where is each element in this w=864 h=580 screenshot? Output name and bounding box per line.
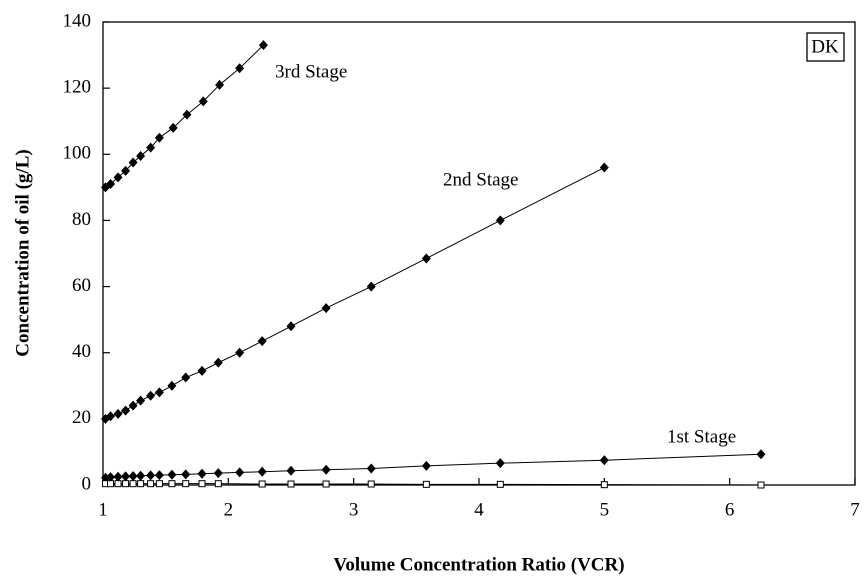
diamond-marker bbox=[181, 469, 191, 480]
diamond-marker bbox=[168, 122, 178, 133]
diamond-marker bbox=[198, 96, 208, 107]
square-marker bbox=[757, 481, 765, 489]
diamond-marker bbox=[495, 458, 505, 469]
diamond-marker bbox=[235, 347, 245, 358]
annotation: DK bbox=[811, 36, 839, 57]
diamond-marker bbox=[235, 467, 245, 478]
y-tick-label: 40 bbox=[72, 341, 91, 362]
square-marker bbox=[600, 481, 608, 489]
diamond-marker bbox=[257, 336, 267, 347]
diamond-marker bbox=[599, 162, 609, 173]
diamond-marker bbox=[113, 471, 123, 482]
diamond-marker bbox=[136, 470, 146, 481]
diamond-marker bbox=[197, 468, 207, 479]
y-tick-label: 140 bbox=[63, 10, 92, 31]
diamond-marker bbox=[167, 380, 177, 391]
diamond-marker bbox=[146, 142, 156, 153]
diamond-marker bbox=[121, 165, 131, 176]
square-marker bbox=[155, 480, 163, 488]
series-label: 2nd Stage bbox=[443, 169, 518, 190]
y-tick-label: 80 bbox=[72, 209, 91, 230]
diamond-marker bbox=[128, 157, 138, 168]
square-marker bbox=[287, 480, 295, 488]
diamond-marker bbox=[286, 465, 296, 476]
diamond-marker bbox=[154, 132, 164, 143]
diamond-marker bbox=[599, 455, 609, 466]
x-tick-label: 7 bbox=[850, 499, 860, 520]
diamond-marker bbox=[181, 372, 191, 383]
diamond-marker bbox=[128, 471, 138, 482]
diamond-marker bbox=[495, 215, 505, 226]
diamond-marker bbox=[182, 109, 192, 120]
x-tick-label: 5 bbox=[600, 499, 610, 520]
square-marker bbox=[129, 480, 137, 488]
diamond-marker bbox=[136, 395, 146, 406]
diamond-marker bbox=[113, 408, 123, 419]
series-label: 1st Stage bbox=[667, 426, 736, 447]
square-marker bbox=[107, 480, 115, 488]
diamond-marker bbox=[215, 79, 225, 90]
diamond-marker bbox=[258, 40, 268, 51]
y-tick-label: 120 bbox=[63, 77, 92, 98]
square-marker bbox=[258, 480, 266, 488]
x-tick-label: 6 bbox=[725, 499, 735, 520]
diamond-marker bbox=[167, 469, 177, 480]
diamond-marker bbox=[421, 253, 431, 264]
square-marker bbox=[496, 480, 504, 488]
y-tick-label: 60 bbox=[72, 275, 91, 296]
square-marker bbox=[137, 480, 145, 488]
x-axis-title: Volume Concentration Ratio (VCR) bbox=[333, 554, 624, 575]
y-axis-title: Concentration of oil (g/L) bbox=[12, 149, 33, 356]
diamond-marker bbox=[286, 321, 296, 332]
square-marker bbox=[322, 480, 330, 488]
diamond-marker bbox=[154, 470, 164, 481]
diamond-marker bbox=[197, 365, 207, 376]
square-marker bbox=[147, 480, 155, 488]
square-marker bbox=[214, 480, 222, 488]
x-tick-label: 2 bbox=[224, 499, 234, 520]
diamond-marker bbox=[321, 464, 331, 475]
diamond-marker bbox=[128, 400, 138, 411]
diamond-marker bbox=[146, 390, 156, 401]
series-line bbox=[105, 167, 605, 420]
diamond-marker bbox=[121, 471, 131, 482]
y-tick-label: 0 bbox=[82, 473, 92, 494]
square-marker bbox=[182, 480, 190, 488]
diamond-marker bbox=[146, 470, 156, 481]
diamond-marker bbox=[213, 357, 223, 368]
diamond-marker bbox=[257, 466, 267, 477]
diamond-marker bbox=[113, 172, 123, 183]
square-marker bbox=[168, 480, 176, 488]
square-marker bbox=[122, 480, 130, 488]
annotation-box bbox=[806, 32, 845, 62]
diamond-marker bbox=[106, 472, 116, 483]
diamond-marker bbox=[321, 303, 331, 314]
square-marker bbox=[422, 480, 430, 488]
y-tick-label: 100 bbox=[63, 143, 92, 164]
square-marker bbox=[114, 480, 122, 488]
diamond-marker bbox=[154, 387, 164, 398]
x-tick-label: 3 bbox=[349, 499, 359, 520]
x-tick-label: 4 bbox=[474, 499, 484, 520]
diamond-marker bbox=[756, 449, 766, 460]
diamond-marker bbox=[136, 150, 146, 161]
diamond-marker bbox=[366, 463, 376, 474]
diamond-marker bbox=[213, 468, 223, 479]
x-tick-label: 1 bbox=[98, 499, 108, 520]
y-tick-label: 20 bbox=[72, 407, 91, 428]
series-label: 3rd Stage bbox=[275, 61, 347, 82]
diamond-marker bbox=[235, 63, 245, 74]
square-marker bbox=[367, 480, 375, 488]
diamond-marker bbox=[366, 281, 376, 292]
plot-frame bbox=[102, 21, 856, 486]
diamond-marker bbox=[106, 411, 116, 422]
diamond-marker bbox=[421, 460, 431, 471]
diamond-marker bbox=[121, 405, 131, 416]
diamond-marker bbox=[106, 179, 116, 190]
square-marker bbox=[198, 480, 206, 488]
